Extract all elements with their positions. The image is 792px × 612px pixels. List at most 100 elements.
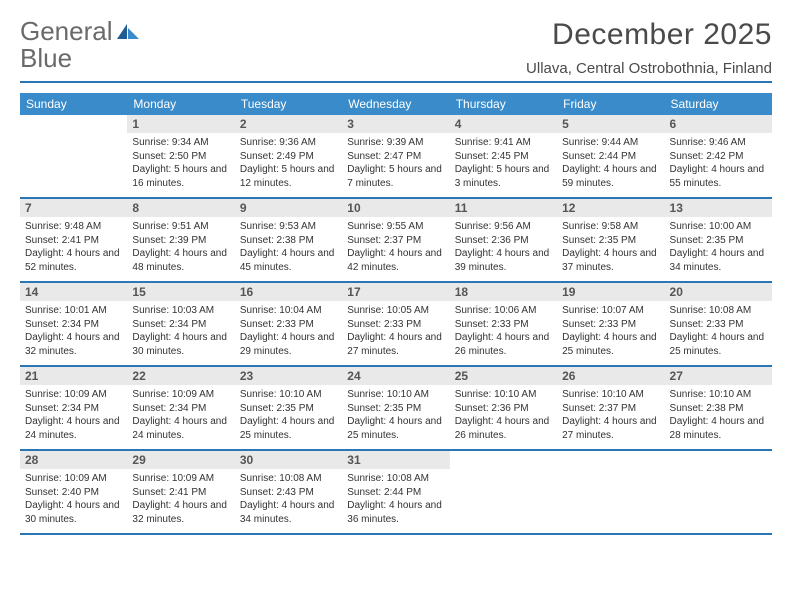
day-body: Sunrise: 9:58 AMSunset: 2:35 PMDaylight:… [557, 217, 664, 278]
sunset-text: Sunset: 2:35 PM [562, 234, 659, 248]
day-number: 22 [127, 367, 234, 385]
sunset-text: Sunset: 2:35 PM [347, 402, 444, 416]
sunset-text: Sunset: 2:33 PM [455, 318, 552, 332]
day-number: 16 [235, 283, 342, 301]
sunset-text: Sunset: 2:33 PM [670, 318, 767, 332]
week-row: 1Sunrise: 9:34 AMSunset: 2:50 PMDaylight… [20, 115, 772, 199]
day-number: 15 [127, 283, 234, 301]
day-cell [665, 451, 772, 533]
day-cell: 25Sunrise: 10:10 AMSunset: 2:36 PMDaylig… [450, 367, 557, 449]
sunset-text: Sunset: 2:36 PM [455, 402, 552, 416]
sunset-text: Sunset: 2:47 PM [347, 150, 444, 164]
sunrise-text: Sunrise: 9:56 AM [455, 220, 552, 234]
daylight-text: Daylight: 5 hours and 7 minutes. [347, 163, 444, 190]
day-number: 29 [127, 451, 234, 469]
week-row: 28Sunrise: 10:09 AMSunset: 2:40 PMDaylig… [20, 451, 772, 535]
sunset-text: Sunset: 2:35 PM [670, 234, 767, 248]
page-title: December 2025 [526, 18, 772, 52]
day-cell: 20 Sunrise: 10:08 AMSunset: 2:33 PMDaylig… [665, 283, 772, 365]
day-cell: 29Sunrise: 10:09 AMSunset: 2:41 PMDaylig… [127, 451, 234, 533]
sunrise-text: Sunrise: 9:48 AM [25, 220, 122, 234]
daylight-text: Daylight: 5 hours and 16 minutes. [132, 163, 229, 190]
day-cell: 5Sunrise: 9:44 AMSunset: 2:44 PMDaylight… [557, 115, 664, 197]
day-body: Sunrise: 10:09 AMSunset: 2:34 PMDaylight… [127, 385, 234, 446]
sunset-text: Sunset: 2:34 PM [25, 402, 122, 416]
day-number: 13 [665, 199, 772, 217]
day-number: 17 [342, 283, 449, 301]
day-number: 1 [127, 115, 234, 133]
sunset-text: Sunset: 2:43 PM [240, 486, 337, 500]
sunrise-text: Sunrise: 9:39 AM [347, 136, 444, 150]
sunrise-text: Sunrise: 9:34 AM [132, 136, 229, 150]
day-body: Sunrise: 9:53 AMSunset: 2:38 PMDaylight:… [235, 217, 342, 278]
daylight-text: Daylight: 4 hours and 52 minutes. [25, 247, 122, 274]
day-body: Sunrise: 10:10 AMSunset: 2:38 PMDaylight… [665, 385, 772, 446]
day-cell: 3Sunrise: 9:39 AMSunset: 2:47 PMDaylight… [342, 115, 449, 197]
day-body: Sunrise: 10:10 AMSunset: 2:35 PMDaylight… [342, 385, 449, 446]
calendar: Sunday Monday Tuesday Wednesday Thursday… [20, 93, 772, 535]
day-number: 2 [235, 115, 342, 133]
day-number: 20 [665, 283, 772, 301]
day-body: Sunrise: 10:04 AMSunset: 2:33 PMDaylight… [235, 301, 342, 362]
day-number: 4 [450, 115, 557, 133]
day-number: 14 [20, 283, 127, 301]
day-number: 3 [342, 115, 449, 133]
daylight-text: Daylight: 4 hours and 25 minutes. [240, 415, 337, 442]
day-cell [557, 451, 664, 533]
daylight-text: Daylight: 5 hours and 12 minutes. [240, 163, 337, 190]
sunrise-text: Sunrise: 10:09 AM [132, 472, 229, 486]
day-body: Sunrise: 10:10 AMSunset: 2:37 PMDaylight… [557, 385, 664, 446]
day-number: 11 [450, 199, 557, 217]
weekday-label: Wednesday [342, 93, 449, 115]
day-body: Sunrise: 10:09 AMSunset: 2:40 PMDaylight… [20, 469, 127, 530]
sunrise-text: Sunrise: 9:55 AM [347, 220, 444, 234]
daylight-text: Daylight: 4 hours and 25 minutes. [347, 415, 444, 442]
sunset-text: Sunset: 2:49 PM [240, 150, 337, 164]
sunrise-text: Sunrise: 9:41 AM [455, 136, 552, 150]
sunset-text: Sunset: 2:34 PM [132, 318, 229, 332]
day-body: Sunrise: 10:08 AMSunset: 2:43 PMDaylight… [235, 469, 342, 530]
sunrise-text: Sunrise: 10:04 AM [240, 304, 337, 318]
sunrise-text: Sunrise: 10:08 AM [347, 472, 444, 486]
day-number: 19 [557, 283, 664, 301]
sunset-text: Sunset: 2:41 PM [132, 486, 229, 500]
weekday-label: Tuesday [235, 93, 342, 115]
daylight-text: Daylight: 5 hours and 3 minutes. [455, 163, 552, 190]
day-number: 23 [235, 367, 342, 385]
sunrise-text: Sunrise: 9:58 AM [562, 220, 659, 234]
day-cell: 16Sunrise: 10:04 AMSunset: 2:33 PMDaylig… [235, 283, 342, 365]
day-cell: 11Sunrise: 9:56 AMSunset: 2:36 PMDayligh… [450, 199, 557, 281]
sunset-text: Sunset: 2:33 PM [347, 318, 444, 332]
daylight-text: Daylight: 4 hours and 59 minutes. [562, 163, 659, 190]
weeks-container: 1Sunrise: 9:34 AMSunset: 2:50 PMDaylight… [20, 115, 772, 535]
day-cell: 8Sunrise: 9:51 AMSunset: 2:39 PMDaylight… [127, 199, 234, 281]
daylight-text: Daylight: 4 hours and 24 minutes. [25, 415, 122, 442]
day-number: 12 [557, 199, 664, 217]
daylight-text: Daylight: 4 hours and 55 minutes. [670, 163, 767, 190]
daylight-text: Daylight: 4 hours and 25 minutes. [670, 331, 767, 358]
sunset-text: Sunset: 2:33 PM [240, 318, 337, 332]
day-cell: 23 Sunrise: 10:10 AMSunset: 2:35 PMDaylig… [235, 367, 342, 449]
daylight-text: Daylight: 4 hours and 26 minutes. [455, 331, 552, 358]
sunrise-text: Sunrise: 9:46 AM [670, 136, 767, 150]
day-cell: 17Sunrise: 10:05 AMSunset: 2:33 PMDaylig… [342, 283, 449, 365]
sunrise-text: Sunrise: 9:53 AM [240, 220, 337, 234]
day-cell: 10Sunrise: 9:55 AMSunset: 2:37 PMDayligh… [342, 199, 449, 281]
day-body: Sunrise: 9:46 AMSunset: 2:42 PMDaylight:… [665, 133, 772, 194]
day-number: 28 [20, 451, 127, 469]
sunset-text: Sunset: 2:40 PM [25, 486, 122, 500]
day-cell: 19Sunrise: 10:07 AMSunset: 2:33 PMDaylig… [557, 283, 664, 365]
sunrise-text: Sunrise: 10:10 AM [240, 388, 337, 402]
sunrise-text: Sunrise: 10:09 AM [132, 388, 229, 402]
sunset-text: Sunset: 2:35 PM [240, 402, 337, 416]
day-body: Sunrise: 9:39 AMSunset: 2:47 PMDaylight:… [342, 133, 449, 194]
sunrise-text: Sunrise: 9:44 AM [562, 136, 659, 150]
daylight-text: Daylight: 4 hours and 42 minutes. [347, 247, 444, 274]
daylight-text: Daylight: 4 hours and 34 minutes. [240, 499, 337, 526]
sunrise-text: Sunrise: 10:10 AM [455, 388, 552, 402]
sunrise-text: Sunrise: 10:08 AM [670, 304, 767, 318]
sunset-text: Sunset: 2:34 PM [132, 402, 229, 416]
sunrise-text: Sunrise: 9:51 AM [132, 220, 229, 234]
day-cell: 26Sunrise: 10:10 AMSunset: 2:37 PMDaylig… [557, 367, 664, 449]
week-row: 7Sunrise: 9:48 AMSunset: 2:41 PMDaylight… [20, 199, 772, 283]
